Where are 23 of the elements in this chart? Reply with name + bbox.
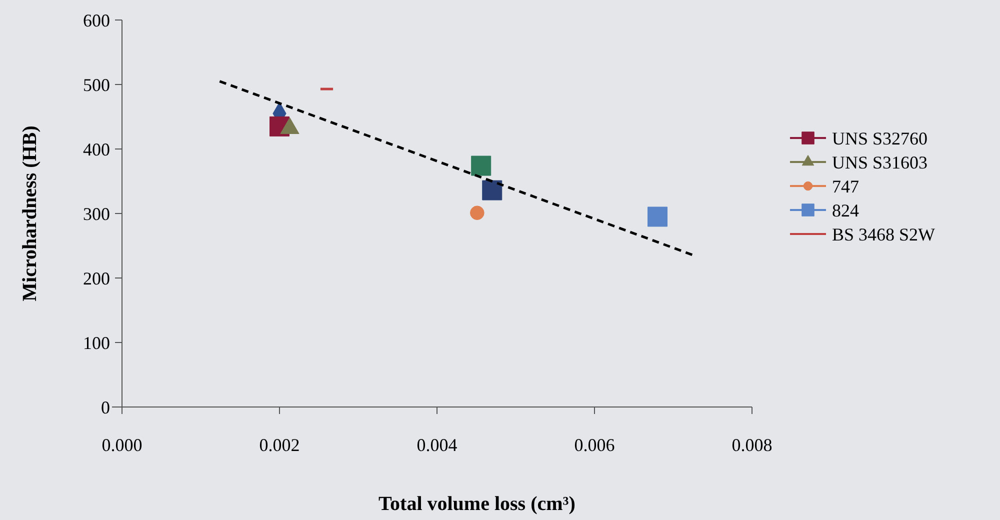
y-tick-label: 0	[101, 397, 110, 418]
point	[470, 206, 484, 220]
x-tick-label: 0.006	[574, 435, 615, 455]
y-tick-label: 200	[83, 268, 110, 288]
legend-label: BS 3468 S2W	[832, 224, 936, 244]
x-tick-label: 0.000	[102, 435, 142, 455]
y-tick-label: 300	[83, 204, 110, 224]
legend-label: UNS S32760	[832, 128, 928, 148]
legend-label: UNS S31603	[832, 152, 928, 172]
y-axis-title: Microhardness (HB)	[19, 126, 41, 302]
x-tick-label: 0.008	[732, 435, 772, 455]
y-tick-label: 400	[83, 139, 110, 160]
point	[648, 206, 668, 227]
legend-label: 747	[832, 176, 859, 196]
y-tick-label: 600	[83, 10, 110, 30]
point	[471, 156, 492, 176]
point	[482, 180, 502, 200]
y-tick-label: 100	[83, 332, 110, 353]
legend-label: 824	[832, 200, 859, 220]
x-tick-label: 0.002	[259, 435, 300, 455]
y-tick-label: 500	[83, 74, 110, 95]
x-tick-label: 0.004	[416, 435, 458, 455]
x-axis-title: Total volume loss (cm³)	[378, 493, 576, 515]
